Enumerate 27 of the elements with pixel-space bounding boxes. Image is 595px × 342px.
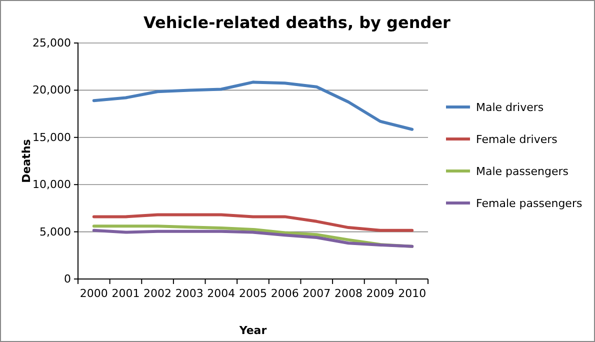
x-tick-label: 2000 [80,286,108,300]
legend-label: Male passengers [476,165,569,178]
x-tick-label: 2007 [302,286,331,300]
x-tick-label: 2003 [175,286,204,300]
y-tick-label: 5,000 [40,225,71,238]
y-tick-label: 0 [64,272,71,286]
legend-label: Female passengers [476,197,582,210]
line-series [92,213,414,232]
y-tick-label: 25,000 [32,36,71,50]
line-series [92,80,414,131]
line-series [92,228,414,248]
x-tick-label: 2010 [398,286,426,300]
legend-label: Female drivers [476,133,558,146]
x-axis-title: Year [238,324,268,337]
x-tick-label: 2004 [207,286,236,300]
y-axis-title: Deaths [20,138,33,183]
legend-label: Male drivers [476,101,544,114]
chart-title: Vehicle-related deaths, by gender [144,13,451,32]
x-tick-label: 2002 [144,286,172,300]
x-tick-label: 2009 [366,286,394,300]
y-tick-label: 15,000 [32,130,71,144]
x-tick-label: 2001 [112,286,140,300]
y-tick-label: 10,000 [32,178,71,192]
x-tick-label: 2006 [270,286,299,300]
x-tick-label: 2005 [239,286,267,300]
y-tick-label: 20,000 [32,84,71,97]
x-tick-label: 2008 [334,286,362,300]
